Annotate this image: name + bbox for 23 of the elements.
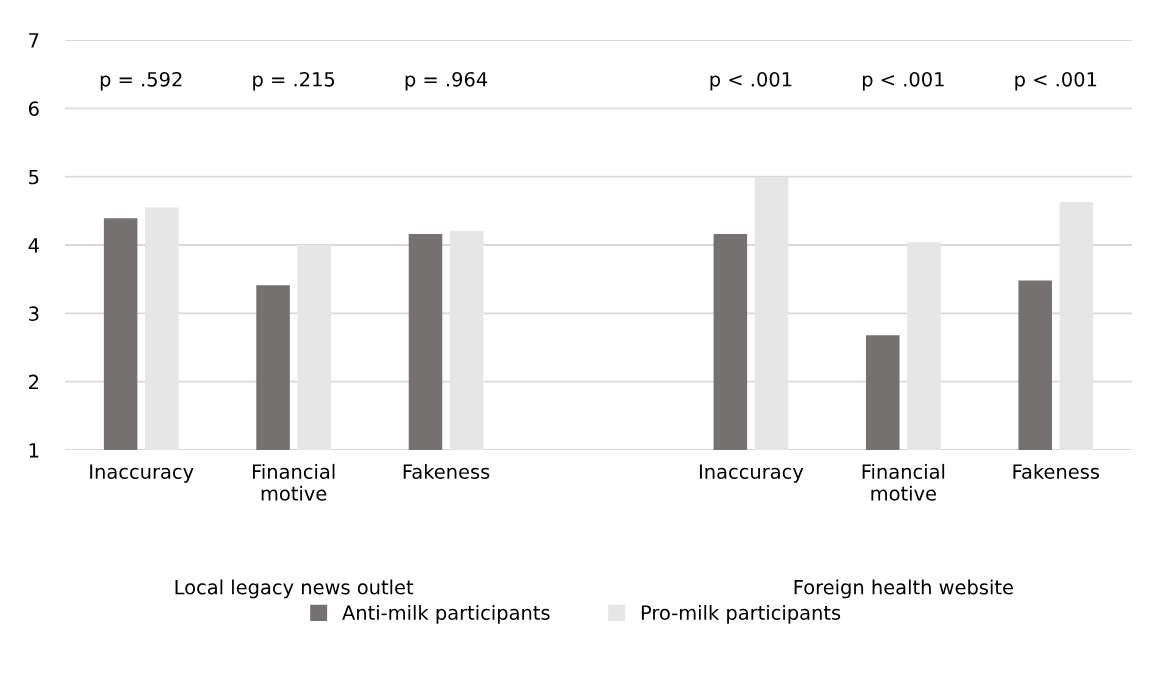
y-tick-label: 7 — [29, 33, 39, 48]
x-tick-label: Fakeness — [403, 463, 490, 479]
x-tick-label: Inaccuracy — [90, 464, 194, 483]
y-tick-label: 2 — [29, 374, 39, 390]
x-tick-label: Inaccuracy — [699, 464, 804, 483]
annotation: p = .592 — [100, 71, 182, 91]
legend-label: Anti-milk participants — [342, 604, 550, 624]
x-tick-label: Financial motive — [862, 463, 945, 501]
y-tick-label: 5 — [29, 169, 39, 185]
annotation: p = .964 — [405, 71, 488, 91]
annotation: p < .001 — [862, 71, 944, 91]
y-tick-label: 4 — [28, 238, 39, 253]
x-tick-label: Financial motive — [252, 463, 335, 501]
text: Foreign health website — [794, 579, 1013, 599]
legend-label: Pro-milk participants — [641, 604, 841, 624]
annotation: p = .215 — [253, 71, 335, 91]
annotation: p < .001 — [1015, 71, 1097, 91]
y-tick-label: 6 — [28, 101, 39, 116]
x-tick-label: Fakeness — [1013, 463, 1100, 479]
y-tick-label: 3 — [29, 306, 39, 321]
text: Local legacy news outlet — [175, 579, 414, 599]
y-tick-label: 1 — [29, 443, 39, 458]
annotation: p < .001 — [710, 71, 792, 91]
